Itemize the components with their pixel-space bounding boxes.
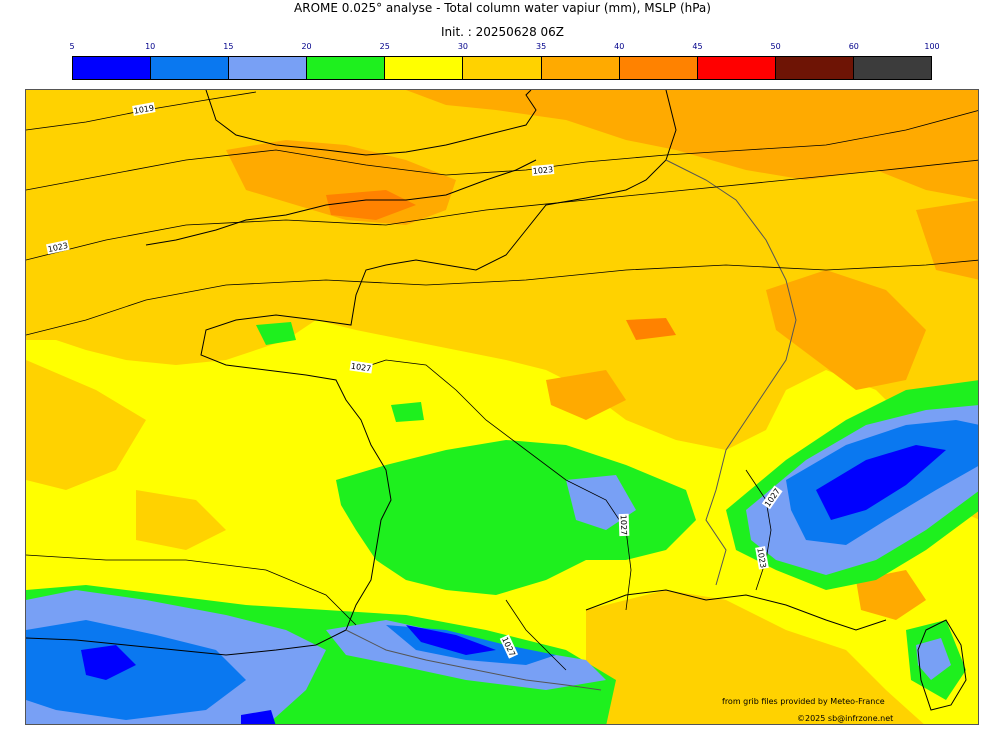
field-35-40 <box>856 570 926 620</box>
field-35-40 <box>546 370 626 420</box>
isobar-label: 1019 <box>133 103 155 115</box>
field-5-10 <box>406 625 496 655</box>
border <box>345 629 602 691</box>
colorbar-swatch <box>619 57 698 79</box>
field-40-45 <box>326 190 416 220</box>
field-10-15 <box>26 620 246 720</box>
isobar <box>26 259 978 336</box>
colorbar-tick-label: 10 <box>145 42 156 51</box>
field-30-35 <box>26 360 146 490</box>
field-15-20 <box>916 638 951 680</box>
field-20-25 <box>256 322 296 345</box>
colorbar-tick-label: 20 <box>301 42 312 51</box>
isobar <box>355 359 632 611</box>
colorbar-tick-label: 30 <box>457 42 468 51</box>
colorbar-swatch <box>307 57 386 79</box>
colorbar-swatch <box>697 57 776 79</box>
field-35-40 <box>406 90 978 200</box>
colorbar <box>72 56 932 80</box>
field-5-10 <box>81 645 136 680</box>
isobar <box>26 110 978 191</box>
colorbar-swatch <box>151 57 230 79</box>
isobar-label-bg <box>531 164 555 176</box>
colorbar-swatch <box>541 57 620 79</box>
isobar-label-bg <box>45 239 70 255</box>
colorbar-tick-label: 15 <box>223 42 234 51</box>
isobar-label: 1023 <box>47 241 69 254</box>
isobar-label: 1027 <box>619 515 629 536</box>
field-30-35 <box>26 90 978 520</box>
field-5-10 <box>816 445 946 520</box>
field-30-35 <box>136 490 226 550</box>
isobar <box>505 599 567 671</box>
coastline <box>145 159 537 246</box>
source-credit: from grib files provided by Meteo-France <box>722 697 885 706</box>
colorbar-ticks: 5 10 15 20 25 30 35 40 45 50 60 100 <box>69 42 939 54</box>
map-area: 1019 1023 1023 1027 1027 1027 1023 1027 <box>25 89 979 725</box>
field-5-10 <box>241 710 276 724</box>
field-35-40 <box>766 270 926 390</box>
colorbar-tick-label: 60 <box>848 42 859 51</box>
isobar <box>26 159 978 261</box>
colorbar-tick-label: 40 <box>614 42 625 51</box>
field-20-25 <box>391 402 424 422</box>
colorbar-swatch <box>73 57 152 79</box>
colorbar-swatch <box>463 57 542 79</box>
coastline <box>917 619 967 711</box>
colorbar-tick-label: 5 <box>69 42 75 51</box>
colorbar-tick-label: 25 <box>379 42 390 51</box>
isobar <box>26 554 357 626</box>
colorbar-swatch <box>385 57 464 79</box>
isobar-label-bg <box>499 634 519 659</box>
isobar-label-bg <box>761 485 783 510</box>
colorbar-swatch <box>775 57 854 79</box>
colorbar-swatch <box>229 57 308 79</box>
isobar-label: 1023 <box>755 547 767 569</box>
field-35-40 <box>916 200 978 280</box>
isobar-label-bg <box>132 102 156 116</box>
isobar <box>745 469 772 591</box>
colorbar-swatch <box>853 57 932 79</box>
coastline <box>205 90 537 156</box>
field-30-35 <box>586 590 924 724</box>
border <box>665 159 797 586</box>
colorbar-tick-label: 45 <box>692 42 703 51</box>
coastline <box>26 629 347 656</box>
isobar-label-bg <box>755 546 769 570</box>
chart-title: AROME 0.025° analyse - Total column wate… <box>294 1 711 15</box>
isobar-label: 1027 <box>350 362 371 374</box>
coastline <box>585 589 887 631</box>
colorbar-tick-label: 35 <box>535 42 547 51</box>
isobar-label: 1023 <box>532 165 553 176</box>
field-40-45 <box>626 318 676 340</box>
init-time: Init. : 20250628 06Z <box>440 25 565 39</box>
isobar-label-bg <box>618 513 630 537</box>
colorbar-tick-label: 50 <box>770 42 781 51</box>
copyright: ©2025 sb@infrzone.net <box>797 714 894 723</box>
isobar-label-bg <box>349 360 373 374</box>
colorbar-tick-label: 100 <box>924 42 940 51</box>
